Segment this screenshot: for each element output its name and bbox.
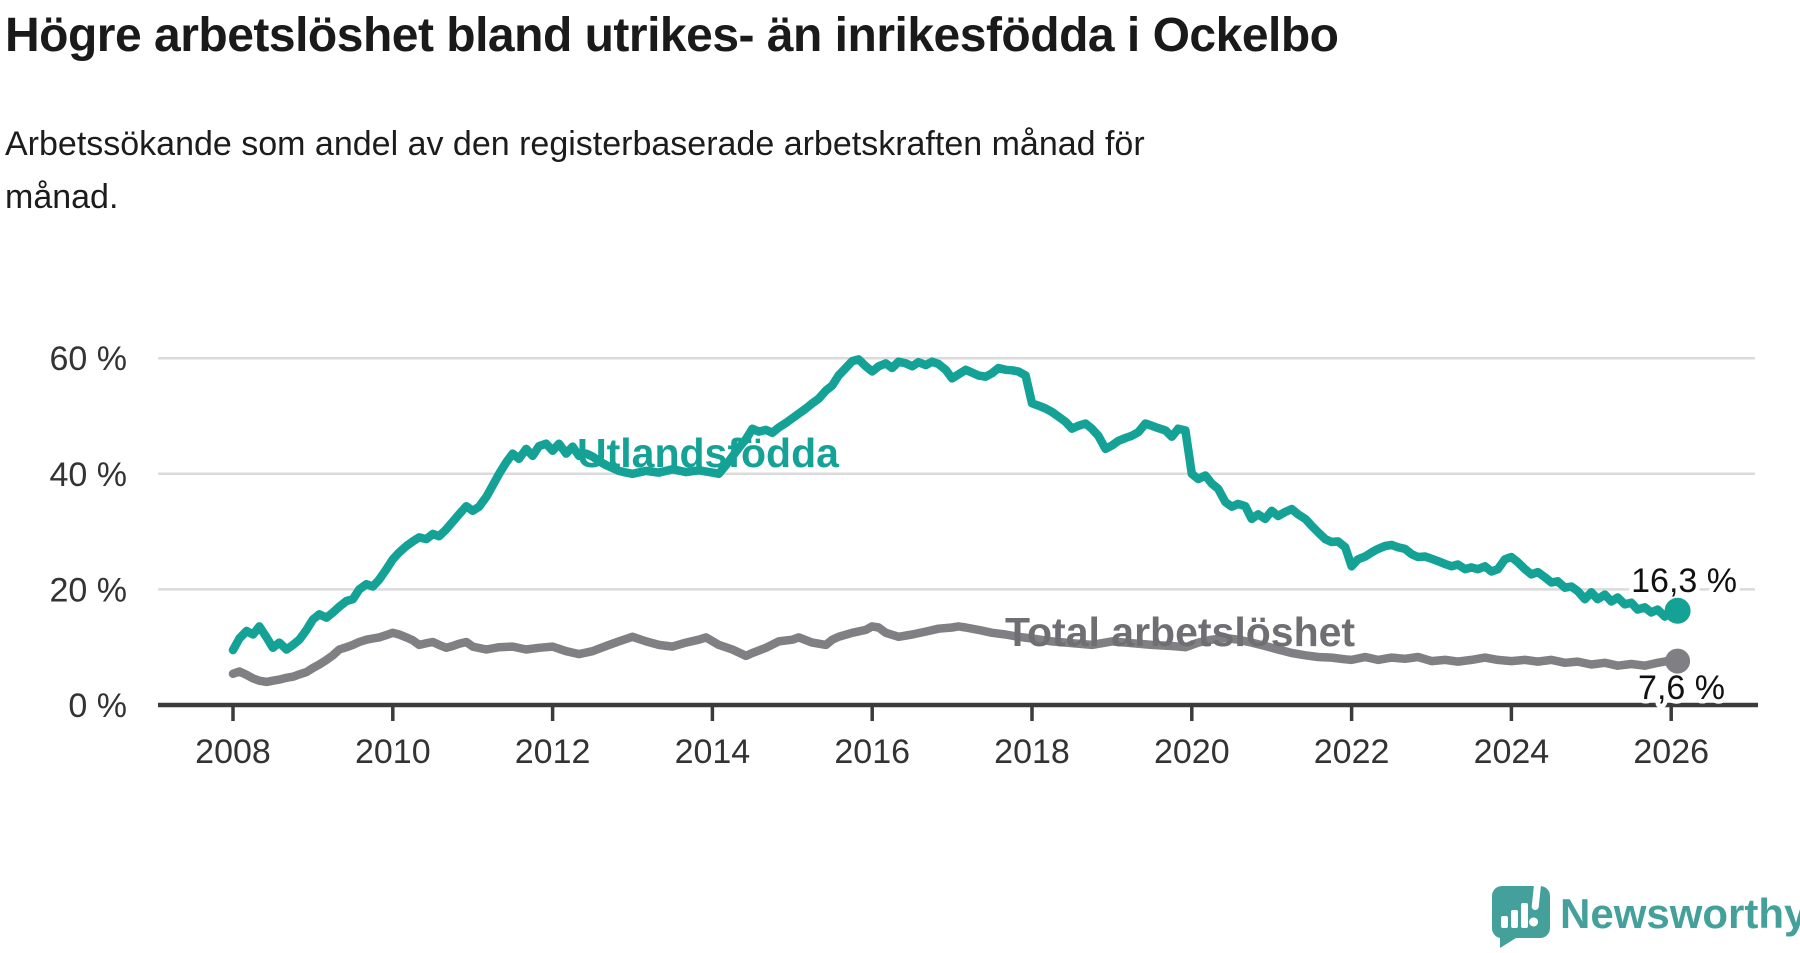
- y-axis-tick-label: 40 %: [50, 456, 128, 494]
- y-axis-tick-label: 0 %: [68, 687, 127, 725]
- chart-subtitle: Arbetssökande som andel av den registerb…: [5, 125, 1145, 216]
- y-axis-tick-label: 20 %: [50, 571, 128, 609]
- x-axis-tick-label: 2022: [1314, 733, 1390, 771]
- series-line-total: [228, 622, 1682, 687]
- x-axis-tick-label: 2012: [515, 733, 591, 771]
- x-axis-tick-label: 2010: [355, 733, 431, 771]
- page-title: Högre arbetslöshet bland utrikes- än inr…: [5, 9, 1339, 62]
- series-end-dot-utlandsfodda: [1664, 597, 1691, 624]
- x-axis-tick-label: 2020: [1154, 733, 1230, 771]
- x-axis-tick-label: 2018: [994, 733, 1070, 771]
- x-axis-tick-label: 2014: [675, 733, 751, 771]
- x-axis-tick-label: 2008: [195, 733, 271, 771]
- end-value-label-total: 7,6 %: [1638, 669, 1725, 707]
- newsworthy-speech-bubble-chart-icon: [1491, 882, 1550, 948]
- x-axis-tick-label: 2026: [1633, 733, 1709, 771]
- y-axis-tick-label: 60 %: [50, 340, 128, 378]
- newsworthy-logo: Newsworthy: [1488, 880, 1800, 953]
- x-axis-tick-label: 2024: [1474, 733, 1550, 771]
- series-label-total: Total arbetslöshet: [1005, 609, 1355, 655]
- x-axis-tick-label: 2016: [834, 733, 910, 771]
- end-value-label-utlandsfodda: 16,3 %: [1631, 562, 1737, 600]
- series-label-utlandsfodda: Utlandsfödda: [577, 430, 840, 476]
- newsworthy-wordmark: Newsworthy: [1560, 890, 1800, 937]
- series-end-dot-total: [1665, 648, 1691, 674]
- series-line-utlandsfodda: [228, 355, 1682, 655]
